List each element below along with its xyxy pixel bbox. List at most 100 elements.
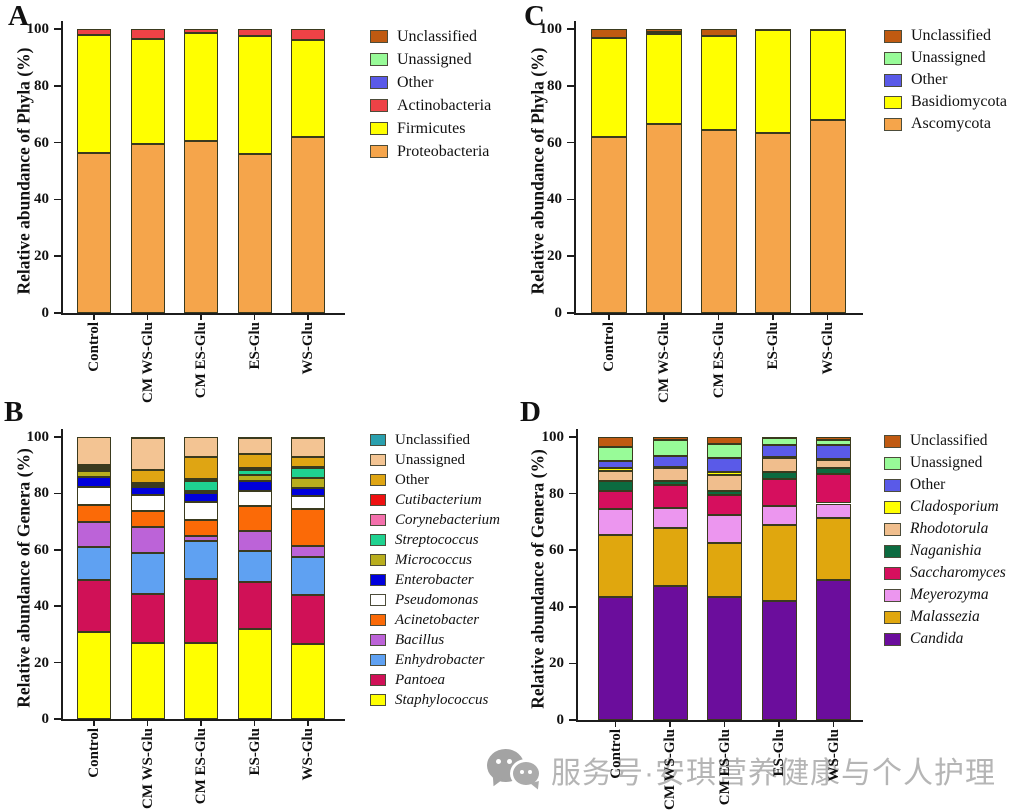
bar-segment-pseudomonas (77, 486, 111, 505)
legend-label-staphylococcus: Staphylococcus (395, 692, 489, 708)
bar-segment-naganishia (598, 481, 633, 492)
bar-segment-firmicutes (184, 33, 218, 142)
legend-label-bacillus: Bacillus (395, 632, 445, 648)
y-tick (54, 312, 61, 314)
bar-segment-meyerozyma (707, 514, 742, 544)
y-tick-label: 0 (554, 305, 563, 321)
bar-segment-acinetobacter (291, 508, 325, 547)
legend-swatch-unclassified (370, 30, 388, 43)
y-tick (54, 549, 61, 551)
bar-segment-firmicutes (291, 40, 325, 137)
legend-label-acinetobacter: Acinetobacter (395, 612, 480, 628)
legend-swatch-unassigned (884, 51, 902, 65)
legend-label-actinobacteria: Actinobacteria (397, 97, 492, 114)
bar-segment-proteobacteria (291, 136, 325, 313)
bar-segment-other (652, 455, 688, 468)
legend-label-other: Other (910, 476, 946, 493)
bar-segment-cladosporium (816, 458, 851, 461)
bar-segment-saccharomyces (707, 495, 742, 515)
bar-segment-micrococcus (77, 471, 111, 477)
y-tick (54, 198, 61, 201)
y-tick (569, 436, 576, 438)
y-tick-label: 40 (547, 191, 562, 208)
y-tick-label: 40 (34, 191, 49, 208)
bar-segment-actinobacteria (291, 29, 325, 41)
legend-label-cladosporium: Cladosporium (910, 498, 999, 515)
y-tick (54, 718, 61, 720)
y-axis-line (574, 21, 576, 315)
bar-segment-pantoea (291, 595, 325, 645)
x-tick (307, 721, 309, 726)
bar-segment-rhodotorula (707, 475, 742, 491)
y-tick-label: 20 (34, 654, 49, 671)
y-axis-line (61, 21, 63, 315)
bar-segment-proteobacteria (77, 152, 111, 313)
legend-swatch-bacillus (370, 634, 386, 646)
bar-segment-enhydrobacter (237, 550, 272, 583)
y-tick-label: 60 (34, 134, 49, 151)
bar-segment-cladosporium (598, 468, 633, 472)
legend-swatch-ascomycota (884, 117, 902, 131)
bar-segment-other (291, 456, 325, 467)
panel-label-D: D (520, 396, 541, 428)
legend-swatch-cutibacterium (370, 494, 386, 506)
bar-segment-bacillus (291, 546, 325, 558)
bar-segment-firmicutes (237, 36, 272, 154)
x-tick (146, 315, 149, 320)
y-tick (54, 85, 61, 87)
bar-segment-naganishia (652, 480, 688, 486)
bar-segment-malassezia (707, 543, 742, 597)
bar-segment-unclassified (237, 437, 272, 439)
bar-segment-rhodotorula (598, 471, 633, 482)
x-tick (253, 721, 256, 726)
bar-segment-pantoea (130, 593, 165, 643)
legend-label-unassigned: Unassigned (910, 454, 983, 471)
bar-segment-pantoea (184, 579, 218, 643)
legend-label-micrococcus: Micrococcus (395, 552, 472, 568)
bar-segment-bacillus (184, 535, 218, 542)
bar-segment-firmicutes (130, 38, 165, 145)
watermark: 服务号·安琪营养健康与个人护理 (487, 747, 996, 793)
y-tick (54, 28, 61, 30)
bar-segment-enterobacter (237, 480, 272, 491)
x-tick (253, 315, 256, 320)
bar-segment-basidiomycota (700, 36, 737, 130)
bar-segment-pantoea (237, 582, 272, 629)
legend-label-pantoea: Pantoea (395, 672, 445, 688)
bar-segment-pseudomonas (130, 495, 165, 511)
wechat-bubbles-icon (487, 747, 545, 793)
x-tick (307, 315, 309, 320)
bar-segment-ascomycota (755, 132, 791, 313)
legend-swatch-basidiomycota (884, 95, 902, 109)
bar-segment-proteobacteria (130, 144, 165, 313)
bar-segment-saccharomyces (761, 479, 797, 507)
bar-segment-saccharomyces (652, 485, 688, 508)
bar-segment-micrococcus (291, 477, 325, 488)
x-tick (663, 315, 665, 320)
bar-segment-acinetobacter (184, 520, 218, 536)
y-tick-label: 20 (34, 248, 49, 265)
bar-segment-staphylococcus (291, 644, 325, 719)
y-tick (569, 549, 576, 551)
bar-segment-proteobacteria (184, 141, 218, 313)
bar-segment-other (237, 453, 272, 468)
bar-segment-other (816, 444, 851, 459)
y-tick (54, 141, 61, 144)
y-axis-line (61, 429, 63, 721)
bar-segment-malassezia (652, 527, 688, 586)
y-tick-label: 0 (41, 711, 50, 727)
bar-segment-malassezia (598, 534, 633, 597)
bar-segment-candida (598, 596, 633, 720)
bar-segment-bacillus (130, 527, 165, 554)
y-tick (567, 85, 574, 87)
bar-segment-enhydrobacter (184, 541, 218, 580)
bar-segment-cutibacterium (130, 482, 165, 485)
bar-segment-unassigned (707, 444, 742, 459)
y-tick-label: 100 (539, 21, 563, 37)
y-tick (569, 492, 576, 495)
bar-segment-unclassified (130, 437, 165, 439)
x-tick (146, 721, 149, 726)
